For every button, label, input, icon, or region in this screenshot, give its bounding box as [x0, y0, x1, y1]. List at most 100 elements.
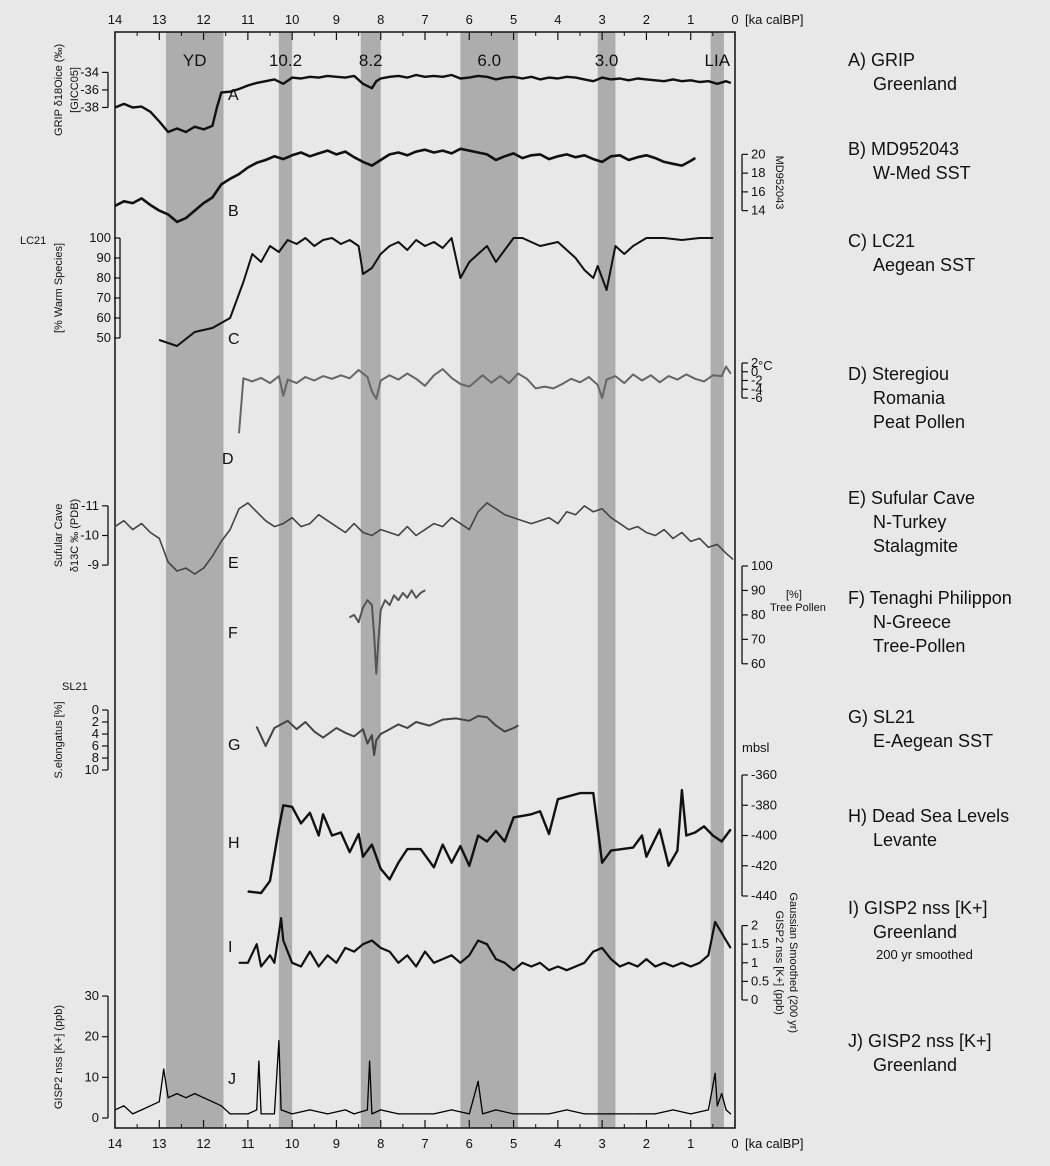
- data-point: [477, 253, 479, 255]
- data-point: [610, 850, 612, 852]
- data-point: [397, 723, 399, 726]
- data-point: [592, 277, 594, 279]
- data-point: [459, 523, 461, 525]
- data-point: [517, 725, 519, 727]
- data-point: [167, 561, 169, 563]
- data-point: [468, 529, 470, 531]
- data-point: [459, 148, 461, 150]
- panel-tick-label: 1.5: [751, 936, 769, 951]
- data-point: [495, 830, 497, 832]
- data-point: [495, 159, 497, 161]
- data-point: [304, 721, 306, 723]
- data-point: [601, 947, 603, 949]
- data-point: [406, 954, 408, 956]
- data-point: [371, 939, 373, 942]
- data-point: [322, 813, 324, 815]
- x-tick-label: 13: [152, 12, 166, 27]
- panel-axis-label: GRIP δ18Oice (‰): [53, 44, 65, 136]
- data-point: [353, 1113, 355, 1115]
- data-point: [291, 154, 293, 156]
- data-point: [273, 1113, 275, 1115]
- data-point: [592, 80, 594, 82]
- data-point: [278, 375, 280, 377]
- data-point: [358, 833, 360, 835]
- panel-tick-label: 0: [92, 1110, 99, 1125]
- data-point: [313, 731, 315, 733]
- panel-d: 20-2-4-6 °C D: [222, 355, 773, 468]
- panel-letter: C: [228, 331, 240, 348]
- data-point: [566, 511, 568, 513]
- panel-i: 2 1.5 1 0.5 0 GISP2 nss [K+] (ppb) Gaussian Sm…: [228, 892, 799, 1033]
- data-point: [260, 1113, 262, 1115]
- x-tick-label: 14: [108, 12, 122, 27]
- data-point: [406, 597, 408, 599]
- data-point: [380, 529, 382, 531]
- data-point: [375, 398, 377, 400]
- panel-tick-label: 90: [751, 582, 765, 597]
- data-point: [335, 727, 337, 729]
- panel-tick-label: 2: [92, 714, 99, 729]
- panel-tick-label: 4: [92, 726, 99, 741]
- data-point: [486, 245, 488, 247]
- x-tick-label: 0: [731, 1136, 738, 1151]
- data-point: [149, 111, 151, 113]
- data-point: [592, 158, 594, 160]
- data-point: [123, 1105, 125, 1107]
- data-point: [282, 395, 284, 397]
- data-point: [619, 77, 621, 80]
- data-point: [685, 834, 687, 837]
- data-point: [579, 792, 581, 794]
- data-point: [637, 156, 639, 158]
- data-point: [548, 833, 550, 835]
- data-point: [362, 943, 364, 945]
- data-point: [654, 965, 656, 968]
- data-point: [694, 378, 696, 380]
- data-point: [659, 381, 661, 383]
- data-point: [362, 161, 364, 163]
- panel-tick-label: 20: [751, 146, 765, 161]
- data-point: [544, 386, 546, 388]
- data-point: [681, 80, 683, 82]
- data-point: [291, 806, 293, 808]
- data-point: [220, 91, 222, 94]
- data-point: [304, 237, 306, 239]
- data-point: [313, 245, 315, 247]
- data-point: [322, 239, 324, 241]
- panel-tick-label: -400: [751, 828, 777, 843]
- data-point: [149, 204, 151, 206]
- panel-axis-label: Sufular Cave: [53, 504, 65, 568]
- data-point: [606, 289, 608, 291]
- data-point: [256, 511, 258, 513]
- x-tick-label: 8: [377, 12, 384, 27]
- data-point: [632, 245, 634, 247]
- panel-tick-label: -38: [80, 99, 99, 114]
- data-point: [369, 1060, 371, 1062]
- panel-axis-label: GISP2 nss [K+] (ppb): [53, 1005, 65, 1109]
- data-point: [291, 77, 293, 79]
- data-point: [477, 939, 479, 942]
- data-point: [141, 523, 143, 525]
- data-point: [220, 540, 222, 543]
- data-point: [238, 432, 240, 434]
- data-point: [335, 526, 337, 528]
- data-point: [260, 965, 262, 968]
- data-point: [557, 77, 559, 80]
- data-point: [672, 163, 674, 165]
- panel-tick-label: 70: [97, 290, 111, 305]
- data-point: [335, 76, 337, 78]
- data-point: [566, 969, 568, 971]
- data-point: [309, 76, 311, 78]
- data-point: [588, 376, 590, 378]
- data-point: [495, 508, 497, 510]
- data-point: [318, 834, 320, 837]
- data-point: [318, 77, 320, 79]
- x-tick-label: 9: [333, 12, 340, 27]
- data-point: [380, 609, 382, 611]
- data-point: [273, 727, 275, 729]
- data-point: [265, 80, 267, 82]
- panel-tick-label: -420: [751, 858, 777, 873]
- data-point: [681, 531, 683, 534]
- data-point: [521, 237, 524, 239]
- data-point: [389, 153, 391, 155]
- data-point: [459, 277, 461, 279]
